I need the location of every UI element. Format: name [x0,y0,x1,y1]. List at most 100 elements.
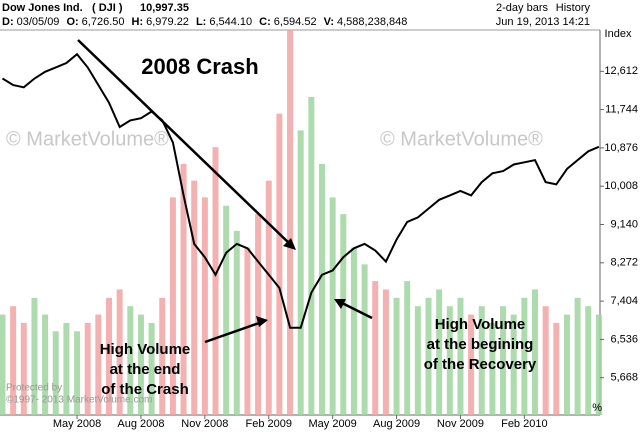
annotation: of the Crash [101,381,189,398]
x-tick-label: Nov 2008 [181,418,228,430]
quote-value: 6,979.22 [146,16,189,28]
volume-bar [63,322,70,415]
volume-bar [169,197,176,415]
volume-bar [457,297,464,415]
volume-bar [148,322,155,415]
volume-bar [287,30,294,415]
annotation-layer: High Volume at the end of the Crash High Vo… [77,39,537,398]
quote-value: 4,588,238,848 [337,16,407,28]
volume-bar [436,289,443,415]
volume-bar [0,314,6,415]
y-tick-label: 10,876 [604,142,638,154]
y-tick-label: 8,272 [610,257,638,269]
price-layer [1,52,600,329]
volume-bar [255,214,262,415]
index-symbol: ( DJI ) [92,2,123,14]
history-link[interactable]: History [556,2,591,14]
volume-bar [201,197,208,415]
volume-bar [137,314,144,415]
quote-label: H: [132,16,144,28]
annotation: High Volume [100,341,191,358]
footer-text: ©1997- 2013 MarketVolume.com [6,395,152,406]
volume-bar [553,322,560,415]
percent-label[interactable]: % [592,402,602,414]
volume-bar [521,297,528,415]
volume-bar [500,306,507,415]
quote-label: O: [66,16,78,28]
volume-bar [42,314,49,415]
volume-bar [106,297,112,415]
volume-bar [297,130,304,415]
volume-bar [350,247,357,415]
volume-bar [233,230,240,415]
y-tick-label: 10,008 [604,180,638,192]
volume-bar [489,322,496,415]
volume-bar [116,289,123,415]
price-line [1,52,600,329]
x-tick-label: May 2008 [53,418,101,430]
y-tick-label: 7,404 [610,295,638,307]
x-tick-label: May 2009 [308,418,356,430]
annotation: at the begining [427,336,534,353]
volume-bar [425,297,432,415]
arrow-head [283,238,296,250]
volume-bar [414,306,421,415]
annotation: High Volume [435,316,526,333]
y-tick-label: 5,668 [610,372,638,384]
arrow [339,300,373,320]
volume-bar [308,96,315,416]
volume-bar [468,314,475,415]
volume-bar [84,322,91,415]
volume-bar [382,289,389,415]
volume-bar [159,297,166,415]
volume-bar [446,306,453,415]
volume-bar [212,147,219,415]
volume-bar [563,314,570,415]
volume-bar [52,331,59,415]
volume-bar [191,180,198,415]
arrow-head [256,316,268,327]
chart-title: 2008 Crash [141,54,258,79]
arrow [77,39,293,247]
volume-bar [574,297,581,415]
y-tick-label: 6,536 [610,333,638,345]
footer-text: Protected by [6,383,62,394]
quote-label: C: [259,16,271,28]
watermark: © MarketVolume® [380,128,543,150]
volume-layer [0,30,602,416]
volume-bar [542,306,549,415]
watermark: © MarketVolume® [6,128,169,150]
volume-bar [393,297,400,415]
volume-bar [585,306,592,415]
volume-bar [372,281,379,415]
volume-bar [180,163,187,415]
volume-bar [329,197,336,415]
bar-period[interactable]: 2-day bars [496,2,548,14]
datetime: Jun 19, 2013 14:21 [496,16,590,28]
volume-bar [340,214,347,415]
volume-bar [20,322,27,415]
volume-bar [276,113,283,416]
x-tick-label: Feb 2009 [246,418,292,430]
volume-bar [319,163,325,415]
annotation: of the Recovery [424,356,537,373]
index-name: Dow Jones Ind. [2,2,83,14]
volume-bar [404,281,411,415]
volume-bar [361,264,368,415]
volume-bar [74,331,81,415]
annotation: at the end [110,361,181,378]
arrow-head [334,299,346,309]
x-tick-label: Aug 2009 [373,418,420,430]
quote-label: L: [196,16,206,28]
quote-label: D: [2,16,14,28]
volume-bar [95,314,102,415]
quote-value: 6,544.10 [209,16,252,28]
last-value: 10,997.35 [140,2,189,14]
volume-bar [244,247,251,415]
volume-bar [510,314,517,415]
quote-value: 03/05/09 [17,16,60,28]
volume-bar [223,205,230,415]
volume-bar [127,306,134,415]
volume-bar [478,306,485,415]
